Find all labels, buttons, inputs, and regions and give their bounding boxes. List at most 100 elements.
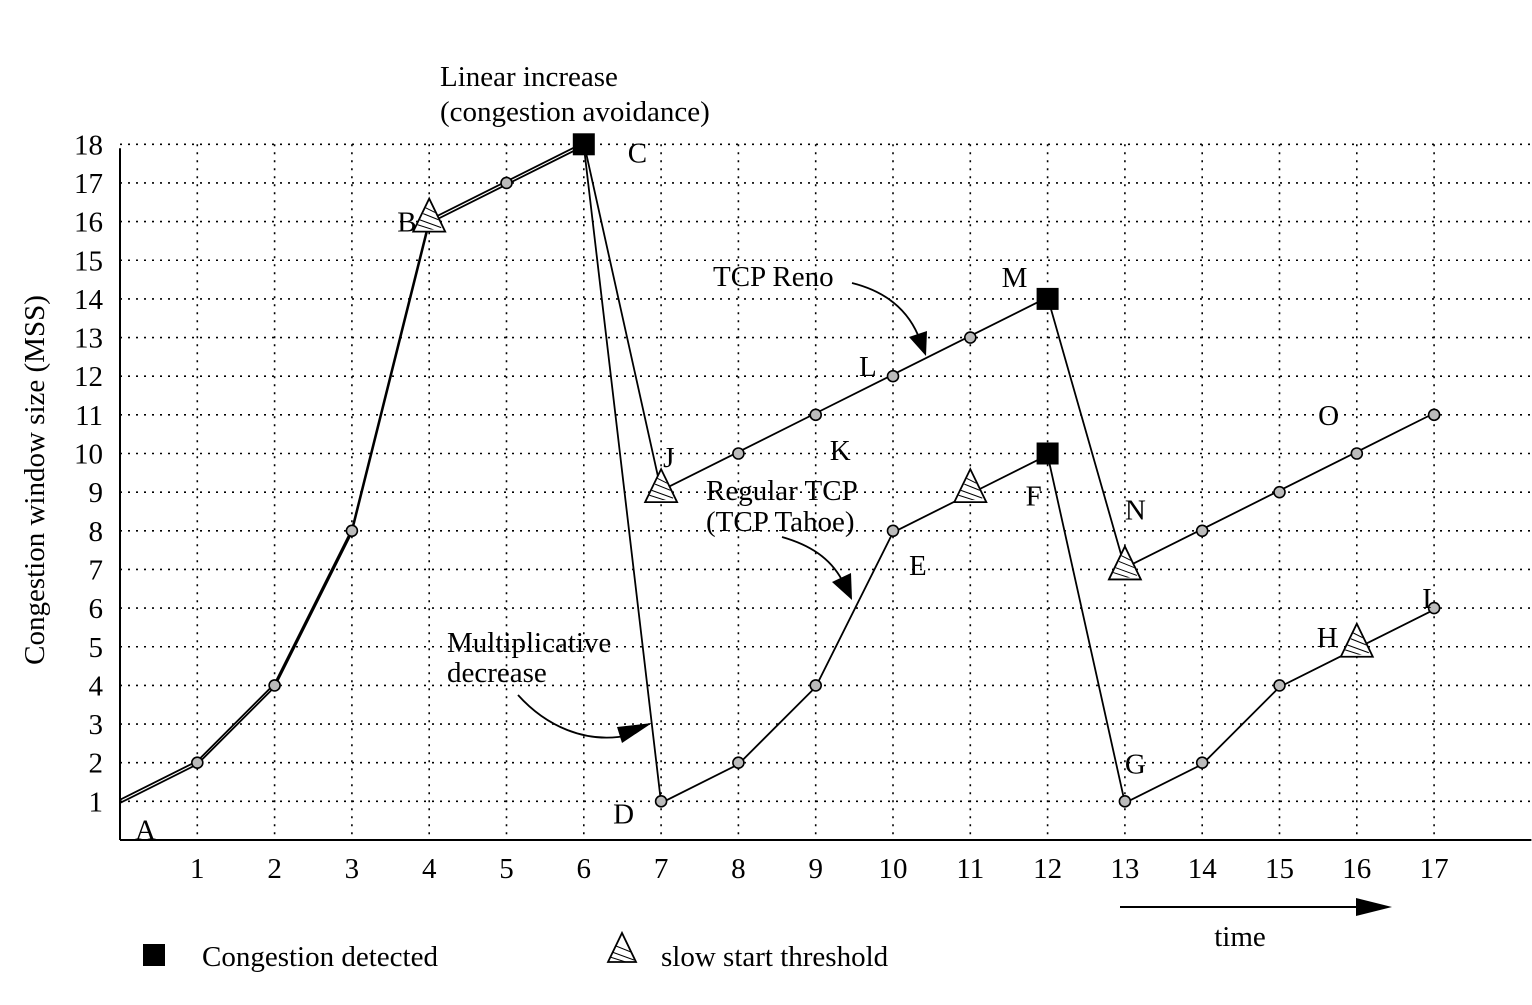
data-point [1350, 447, 1364, 460]
y-tick-label: 16 [74, 207, 103, 239]
point-label-h: H [1317, 622, 1338, 654]
y-tick-label: 14 [74, 284, 104, 316]
x-tick-label: 4 [422, 853, 437, 885]
legend-congestion-marker [143, 944, 165, 966]
legend: Congestion detected slow start threshold [143, 930, 889, 973]
congestion-detected-marker [1036, 442, 1059, 465]
y-tick-label: 2 [89, 748, 104, 780]
slow-start-threshold-marker [643, 467, 679, 504]
x-tick-label: 16 [1342, 853, 1371, 885]
hatch-line [648, 494, 672, 501]
y-tick-label: 18 [74, 129, 103, 161]
point-label-b: B [397, 207, 416, 239]
y-tick-label: 10 [74, 439, 103, 471]
threshold-triangle [643, 467, 679, 504]
x-tick-label: 6 [577, 853, 592, 885]
point-label-k: K [830, 435, 851, 467]
x-tick-label: 15 [1265, 853, 1294, 885]
data-point [268, 679, 281, 692]
multiplicative-decrease-arrowhead [617, 723, 652, 743]
data-point [1195, 524, 1209, 538]
x-tick-label: 13 [1110, 853, 1139, 885]
x-tick-label: 1 [190, 853, 205, 885]
y-axis-title: Congestion window size (MSS) [19, 295, 51, 665]
point-label-f: F [1026, 481, 1042, 513]
threshold-triangle [1339, 621, 1375, 658]
x-tick-label: 2 [267, 853, 282, 885]
x-tick-label: 8 [731, 853, 746, 885]
regular-tcp-arrow [781, 536, 843, 581]
point-label-a: A [135, 814, 156, 846]
markers [191, 133, 1441, 808]
y-tick-label: 17 [74, 168, 103, 200]
data-point [1427, 601, 1441, 615]
point-label-m: M [1002, 262, 1028, 294]
data-point [732, 756, 745, 770]
hatch-line [419, 219, 442, 229]
time-arrowhead [1356, 898, 1392, 916]
annotation-linear-increase-line1: Linear increase [440, 61, 618, 93]
x-tick-label: 14 [1188, 853, 1218, 885]
point-label-j: J [663, 442, 674, 474]
data-point [1273, 485, 1286, 499]
x-axis-title: time [1214, 921, 1266, 953]
data-point [732, 447, 745, 460]
congestion-detected-marker [1036, 287, 1059, 310]
x-tick-label: 3 [345, 853, 360, 885]
point-label-i: I [1422, 583, 1432, 615]
hatch-line [960, 489, 983, 499]
annotation-regular-tcp-line1: Regular TCP [706, 475, 858, 507]
point-labels: A B C D E F G H I J K L M N O [135, 137, 1432, 846]
x-tick-label: 7 [654, 853, 669, 885]
y-tick-label: 9 [89, 477, 104, 509]
data-point [1195, 756, 1209, 770]
threshold-triangle [1107, 544, 1143, 581]
point-label-e: E [909, 550, 927, 582]
axes [119, 148, 1532, 841]
regular-tcp-arrowhead [832, 573, 852, 600]
y-tick-label: 11 [75, 400, 103, 432]
data-point [500, 176, 513, 190]
y-tick-label: 3 [89, 709, 104, 741]
tcp-reno-arrow [851, 282, 919, 336]
point-label-l: L [859, 351, 877, 383]
y-tick-label: 6 [89, 593, 104, 625]
annotation-regular-tcp-line2: (TCP Tahoe) [706, 506, 855, 538]
y-tick-label: 15 [74, 245, 103, 277]
hatch-line [1114, 566, 1138, 576]
y-tick-label: 12 [74, 361, 103, 393]
y-tick-label: 5 [89, 632, 104, 664]
congestion-detected-marker [572, 133, 595, 156]
hatch-line [650, 489, 674, 499]
x-tick-label: 10 [879, 853, 908, 885]
data-point [809, 679, 823, 692]
data-point [191, 756, 204, 770]
x-tick-label: 17 [1420, 853, 1449, 885]
annotation-tcp-reno: TCP Reno [713, 261, 834, 293]
point-label-n: N [1125, 494, 1146, 526]
data-point [886, 369, 900, 383]
series-line-tcp-tahoe [119, 144, 1435, 805]
y-tick-label: 4 [89, 670, 104, 702]
data-point [809, 408, 823, 422]
data-point [1427, 408, 1441, 422]
point-label-c: C [628, 137, 647, 169]
slow-start-threshold-marker [952, 467, 988, 504]
series-line-tcp-reno [119, 141, 1435, 801]
series-lines [119, 141, 1435, 805]
x-tick-label: 12 [1033, 853, 1062, 885]
y-tick-label: 1 [89, 786, 104, 818]
annotation-multiplicative-line1: Multiplicative [447, 627, 611, 659]
annotation-linear-increase-line2: (congestion avoidance) [440, 96, 710, 128]
y-tick-label: 7 [89, 554, 104, 586]
grid-lines [120, 143, 1532, 840]
legend-threshold-marker [606, 930, 638, 963]
point-label-d: D [613, 798, 634, 830]
x-tick-label: 5 [499, 853, 514, 885]
point-label-g: G [1125, 748, 1146, 780]
threshold-triangle [952, 467, 988, 504]
tcp-reno-arrowhead [909, 331, 927, 356]
hatch-line [1346, 644, 1369, 654]
hatch-line [417, 224, 440, 230]
